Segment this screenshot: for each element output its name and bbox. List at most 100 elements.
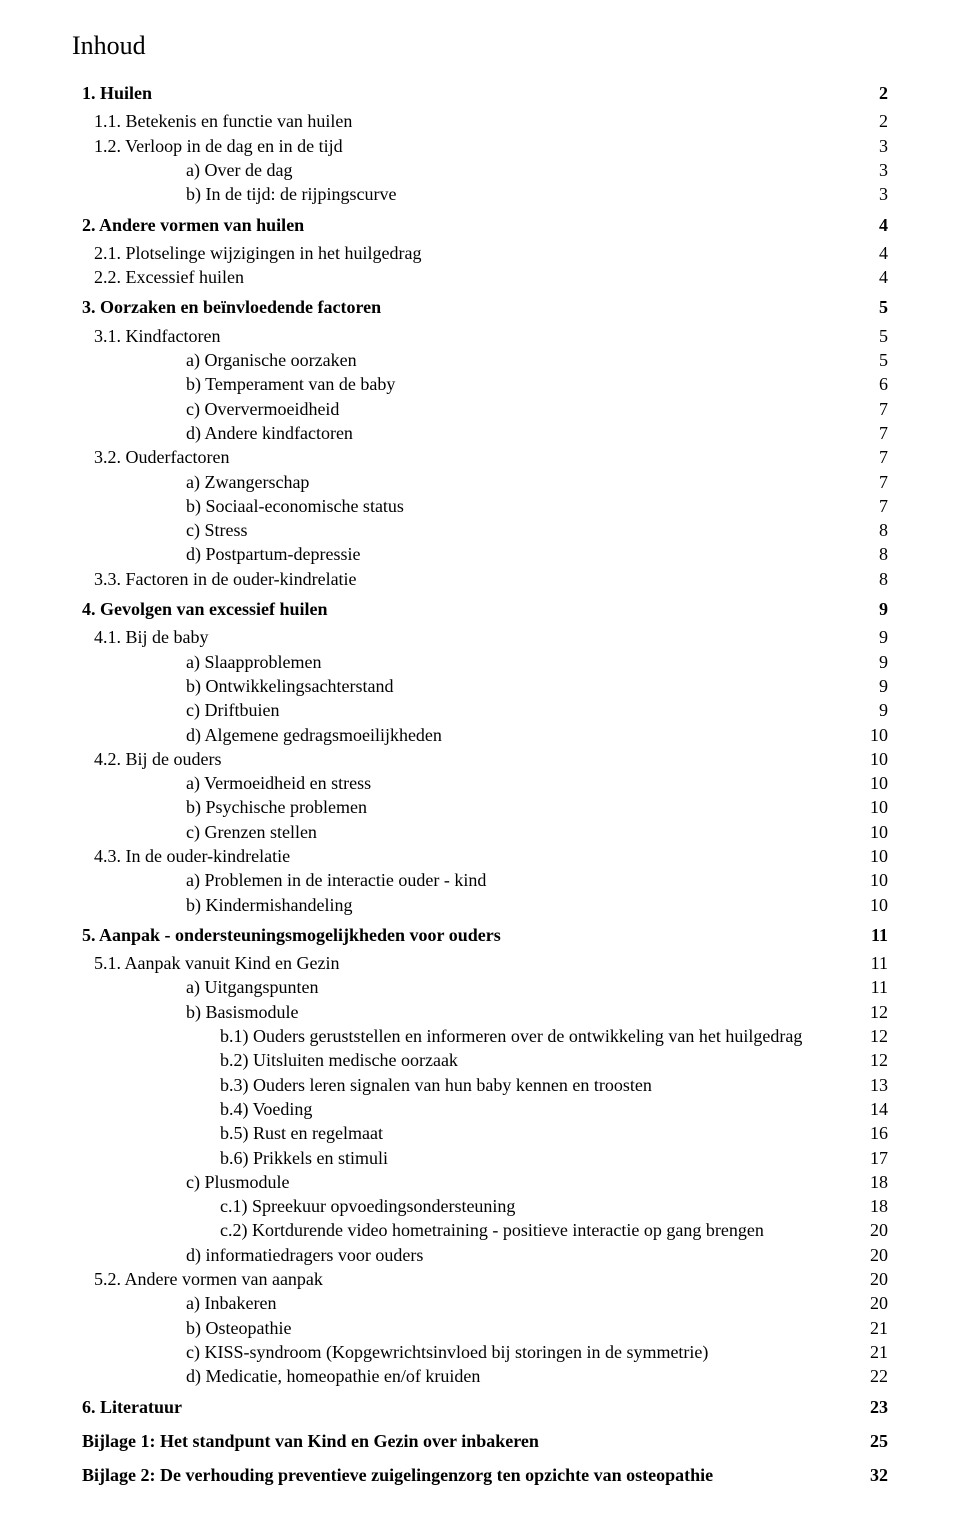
toc-entry-label: 3. Oorzaken en beïnvloedende factoren — [82, 295, 864, 319]
toc-entry: 3.2. Ouderfactoren7 — [94, 445, 888, 469]
toc-entry: c.2) Kortdurende video hometraining - po… — [220, 1218, 888, 1242]
toc-entry-label: 5. Aanpak - ondersteuningsmogelijkheden … — [82, 923, 864, 947]
toc-entry-label: 2.2. Excessief huilen — [94, 265, 864, 289]
toc-entry-page: 7 — [864, 494, 888, 518]
toc-entry: a) Organische oorzaken5 — [186, 348, 888, 372]
toc-entry-page: 8 — [864, 518, 888, 542]
toc-entry-page: 12 — [864, 1024, 888, 1048]
toc-entry-page: 5 — [864, 324, 888, 348]
toc-entry-label: c) Stress — [186, 518, 864, 542]
toc-entry-page: 10 — [864, 868, 888, 892]
toc-entry-page: 22 — [864, 1364, 888, 1388]
toc-entry: a) Slaapproblemen9 — [186, 650, 888, 674]
toc-entry: b.5) Rust en regelmaat16 — [220, 1121, 888, 1145]
toc-entry-label: b) Kindermishandeling — [186, 893, 864, 917]
toc-entry-label: c) Grenzen stellen — [186, 820, 864, 844]
toc-entry: c) Grenzen stellen10 — [186, 820, 888, 844]
toc-entry-page: 9 — [864, 650, 888, 674]
toc-entry-label: a) Organische oorzaken — [186, 348, 864, 372]
toc-entry-label: d) Algemene gedragsmoeilijkheden — [186, 723, 864, 747]
toc-entry: c) Driftbuien9 — [186, 698, 888, 722]
toc-entry-page: 18 — [864, 1194, 888, 1218]
toc-entry: b) Kindermishandeling10 — [186, 893, 888, 917]
toc-entry: a) Over de dag3 — [186, 158, 888, 182]
toc-entry-label: b) Ontwikkelingsachterstand — [186, 674, 864, 698]
toc-entry-page: 3 — [864, 182, 888, 206]
toc-entry-label: b.6) Prikkels en stimuli — [220, 1146, 864, 1170]
toc-entry-label: 1.1. Betekenis en functie van huilen — [94, 109, 864, 133]
toc-entry-label: a) Problemen in de interactie ouder - ki… — [186, 868, 864, 892]
toc-entry: b.1) Ouders geruststellen en informeren … — [220, 1024, 888, 1048]
toc-entry-label: 4.2. Bij de ouders — [94, 747, 864, 771]
toc-entry-label: b) Sociaal-economische status — [186, 494, 864, 518]
toc-entry-label: d) Medicatie, homeopathie en/of kruiden — [186, 1364, 864, 1388]
toc-entry: a) Vermoeidheid en stress10 — [186, 771, 888, 795]
toc-entry: d) Andere kindfactoren7 — [186, 421, 888, 445]
toc-entry: Bijlage 2: De verhouding preventieve zui… — [82, 1463, 888, 1487]
toc-entry: 1.1. Betekenis en functie van huilen2 — [94, 109, 888, 133]
toc-entry-label: Bijlage 2: De verhouding preventieve zui… — [82, 1463, 864, 1487]
toc-entry: b) Psychische problemen10 — [186, 795, 888, 819]
toc-entry-label: a) Inbakeren — [186, 1291, 864, 1315]
toc-entry-page: 21 — [864, 1316, 888, 1340]
toc-entry: a) Inbakeren20 — [186, 1291, 888, 1315]
toc-entry-page: 11 — [864, 975, 888, 999]
toc-entry-page: 13 — [864, 1073, 888, 1097]
toc-entry: 2.2. Excessief huilen4 — [94, 265, 888, 289]
toc-entry: c) Stress8 — [186, 518, 888, 542]
toc-entry-page: 4 — [864, 213, 888, 237]
toc-entry-page: 20 — [864, 1267, 888, 1291]
toc-entry-label: a) Slaapproblemen — [186, 650, 864, 674]
toc-entry: 4. Gevolgen van excessief huilen9 — [82, 597, 888, 621]
toc-entry-label: b.3) Ouders leren signalen van hun baby … — [220, 1073, 864, 1097]
toc-entry: d) informatiedragers voor ouders20 — [186, 1243, 888, 1267]
toc-entry: 2. Andere vormen van huilen4 — [82, 213, 888, 237]
toc-entry: d) Postpartum-depressie8 — [186, 542, 888, 566]
toc-entry: b) Basismodule12 — [186, 1000, 888, 1024]
toc-entry-page: 10 — [864, 893, 888, 917]
toc-entry: 1. Huilen2 — [82, 81, 888, 105]
toc-entry-page: 11 — [864, 951, 888, 975]
toc-entry: b.2) Uitsluiten medische oorzaak12 — [220, 1048, 888, 1072]
toc-entry: c.1) Spreekuur opvoedingsondersteuning18 — [220, 1194, 888, 1218]
toc-entry-page: 10 — [864, 723, 888, 747]
toc-entry: d) Algemene gedragsmoeilijkheden10 — [186, 723, 888, 747]
toc-entry: c) Oververmoeidheid7 — [186, 397, 888, 421]
toc-entry-page: 10 — [864, 820, 888, 844]
toc-entry-label: 2. Andere vormen van huilen — [82, 213, 864, 237]
toc-entry-page: 9 — [864, 674, 888, 698]
toc-entry: c) KISS-syndroom (Kopgewrichtsinvloed bi… — [186, 1340, 888, 1364]
toc-entry-page: 9 — [864, 597, 888, 621]
toc-entry: b) In de tijd: de rijpingscurve3 — [186, 182, 888, 206]
toc-entry-page: 6 — [864, 372, 888, 396]
toc-entry: 3. Oorzaken en beïnvloedende factoren5 — [82, 295, 888, 319]
toc-entry-label: Bijlage 1: Het standpunt van Kind en Gez… — [82, 1429, 864, 1453]
toc-entry-page: 3 — [864, 134, 888, 158]
toc-entry-label: a) Zwangerschap — [186, 470, 864, 494]
toc-entry: c) Plusmodule18 — [186, 1170, 888, 1194]
toc-entry-page: 20 — [864, 1291, 888, 1315]
toc-entry-page: 18 — [864, 1170, 888, 1194]
toc-entry-page: 23 — [864, 1395, 888, 1419]
toc-entry: b) Sociaal-economische status7 — [186, 494, 888, 518]
toc-entry-page: 7 — [864, 421, 888, 445]
toc-entry-label: 3.3. Factoren in de ouder-kindrelatie — [94, 567, 864, 591]
toc-entry-label: c) Oververmoeidheid — [186, 397, 864, 421]
toc-entry-label: 6. Literatuur — [82, 1395, 864, 1419]
toc-entry-label: 1.2. Verloop in de dag en in de tijd — [94, 134, 864, 158]
toc-entry-label: 2.1. Plotselinge wijzigingen in het huil… — [94, 241, 864, 265]
toc-entry: b) Osteopathie21 — [186, 1316, 888, 1340]
toc-entry: 3.3. Factoren in de ouder-kindrelatie8 — [94, 567, 888, 591]
toc-entry-page: 7 — [864, 445, 888, 469]
toc-entry-label: 4.3. In de ouder-kindrelatie — [94, 844, 864, 868]
toc-entry-page: 20 — [864, 1218, 888, 1242]
toc-entry-page: 4 — [864, 265, 888, 289]
toc-entry-label: b.5) Rust en regelmaat — [220, 1121, 864, 1145]
toc-entry-page: 7 — [864, 470, 888, 494]
toc-entry-page: 21 — [864, 1340, 888, 1364]
toc-entry-label: b) Psychische problemen — [186, 795, 864, 819]
toc-entry-page: 10 — [864, 771, 888, 795]
toc-entry-page: 5 — [864, 348, 888, 372]
toc-entry-label: c) Driftbuien — [186, 698, 864, 722]
toc-entry: 4.1. Bij de baby9 — [94, 625, 888, 649]
